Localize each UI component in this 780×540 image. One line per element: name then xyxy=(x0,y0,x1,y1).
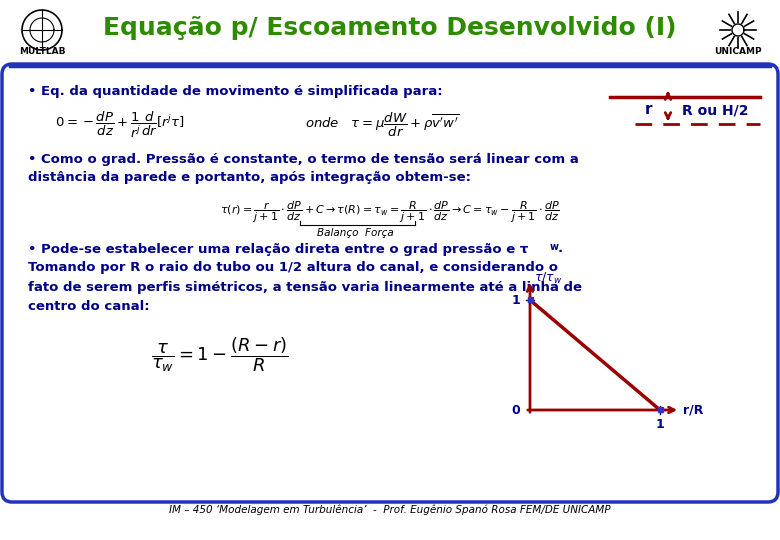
Text: $0 = -\dfrac{dP}{dz} + \dfrac{1}{r^j}\dfrac{d}{dr}\left[r^j\tau\right]$: $0 = -\dfrac{dP}{dz} + \dfrac{1}{r^j}\df… xyxy=(55,110,185,140)
Text: .: . xyxy=(558,242,563,255)
Text: fato de serem perfis simétricos, a tensão varia linearmente até a linha de: fato de serem perfis simétricos, a tensã… xyxy=(28,280,582,294)
Text: UNICAMP: UNICAMP xyxy=(714,48,762,57)
Text: $\tau(r) = \dfrac{r}{j+1}\cdot\dfrac{dP}{dz} + C \rightarrow \tau(R) = \tau_w = : $\tau(r) = \dfrac{r}{j+1}\cdot\dfrac{dP}… xyxy=(220,199,560,225)
Text: • Eq. da quantidade de movimento é simplificada para:: • Eq. da quantidade de movimento é simpl… xyxy=(28,85,442,98)
Text: • Pode-se estabelecer uma relação direta entre o grad pressão e τ: • Pode-se estabelecer uma relação direta… xyxy=(28,242,528,255)
Text: $onde \quad \tau = \mu\dfrac{dW}{dr} + \rho\overline{v'w'}$: $onde \quad \tau = \mu\dfrac{dW}{dr} + \… xyxy=(305,111,459,139)
Bar xyxy=(528,297,533,302)
Text: distância da parede e portanto, após integração obtem-se:: distância da parede e portanto, após int… xyxy=(28,172,471,185)
FancyBboxPatch shape xyxy=(2,64,778,502)
Circle shape xyxy=(732,24,744,36)
Text: Equação p/ Escoamento Desenvolvido (I): Equação p/ Escoamento Desenvolvido (I) xyxy=(103,16,677,40)
Text: R ou H/2: R ou H/2 xyxy=(682,103,748,117)
Text: 0: 0 xyxy=(511,403,520,416)
Text: • Como o grad. Pressão é constante, o termo de tensão será linear com a: • Como o grad. Pressão é constante, o te… xyxy=(28,152,579,165)
Text: centro do canal:: centro do canal: xyxy=(28,300,150,313)
Text: MULTLAB: MULTLAB xyxy=(19,48,66,57)
Bar xyxy=(658,407,663,412)
Text: r: r xyxy=(644,103,652,118)
Text: r/R: r/R xyxy=(683,403,704,416)
Text: Tomando por R o raio do tubo ou 1/2 altura do canal, e considerando o: Tomando por R o raio do tubo ou 1/2 altu… xyxy=(28,261,558,274)
Text: $\tau/\tau_w$: $\tau/\tau_w$ xyxy=(534,271,562,286)
Text: 1: 1 xyxy=(656,417,665,430)
Text: IM – 450 ‘Modelagem em Turbulência’  -  Prof. Eugênio Spanó Rosa FEM/DE UNICAMP: IM – 450 ‘Modelagem em Turbulência’ - Pr… xyxy=(169,505,611,515)
Text: 1: 1 xyxy=(511,294,520,307)
Text: w: w xyxy=(550,242,559,252)
Text: Balanço  Força: Balanço Força xyxy=(317,228,393,238)
Text: $\dfrac{\tau}{\tau_w} = 1 - \dfrac{(R-r)}{R}$: $\dfrac{\tau}{\tau_w} = 1 - \dfrac{(R-r)… xyxy=(151,336,289,374)
